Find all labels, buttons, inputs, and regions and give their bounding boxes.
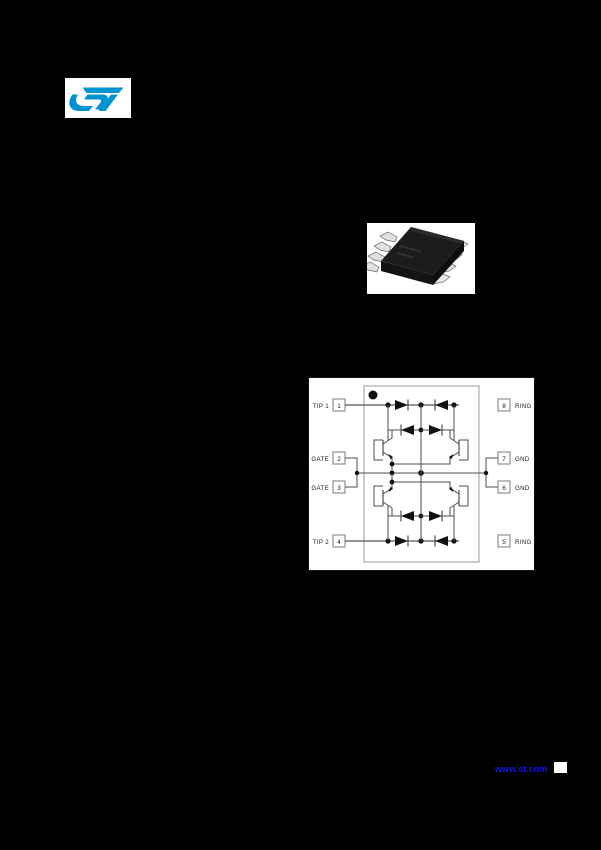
ic-outline	[363, 385, 480, 563]
pin-number-7: 7	[502, 456, 506, 463]
pin-number-8: 8	[502, 403, 506, 410]
pin-label-gnd-6: GND	[515, 485, 530, 492]
pin-number-1: 1	[337, 403, 341, 410]
st-logo-icon	[65, 78, 131, 118]
pin-1-dot-icon	[368, 390, 378, 400]
footer-website-link[interactable]: www.st.com	[495, 764, 548, 774]
pin-label-tip1: TIP 1	[313, 403, 329, 410]
pin-box-8	[497, 398, 511, 412]
pin-label-gate-2: GATE	[311, 456, 329, 463]
package-photo-so8	[367, 223, 475, 294]
pin-label-ring2: RING 2	[515, 539, 534, 546]
pin-number-3: 3	[337, 485, 341, 492]
pin-number-2: 2	[337, 456, 341, 463]
st-logo	[65, 78, 131, 118]
schematic-svg: TIP 1 1 GATE 2 GATE 3 TIP 2 4 8	[309, 378, 534, 570]
pin-number-6: 6	[502, 485, 506, 492]
pin-label-tip2: TIP 2	[313, 539, 329, 546]
pin-box-5	[497, 534, 511, 548]
pin-label-gate-3: GATE	[311, 485, 329, 492]
so8-package-icon	[367, 223, 475, 294]
pin-number-4: 4	[337, 539, 341, 546]
pin-connection-diagram: TIP 1 1 GATE 2 GATE 3 TIP 2 4 8	[308, 377, 535, 571]
thyristor-network-bottom	[373, 473, 469, 547]
footer-page-number	[554, 762, 567, 773]
pin-label-ring1: RING 1	[515, 403, 534, 410]
pin-label-gnd-7: GND	[515, 456, 530, 463]
pin-number-5: 5	[502, 539, 506, 546]
thyristor-network-top	[373, 399, 469, 476]
